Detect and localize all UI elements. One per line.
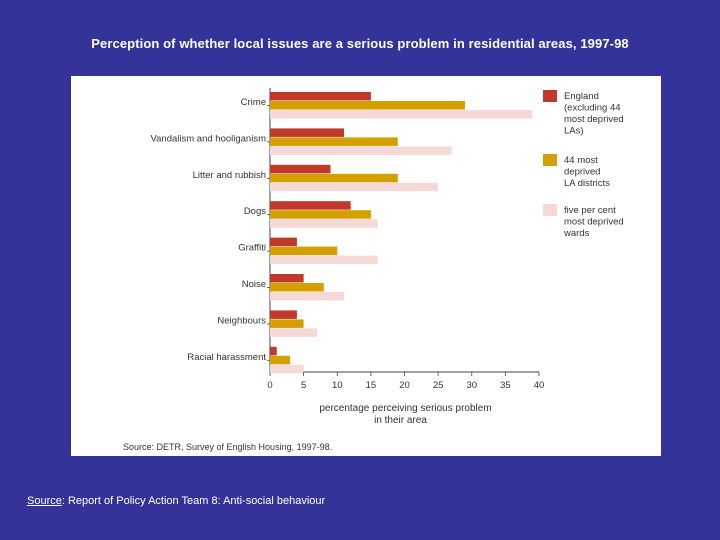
x-tick-label: 15 — [366, 380, 377, 391]
bar-litter-and-rubbish-series-2 — [270, 173, 398, 183]
category-label: Graffiti — [238, 243, 266, 254]
bar-dogs-series-2 — [270, 210, 371, 219]
category-label: Noise — [242, 279, 266, 290]
bar-graffiti-series-3 — [270, 255, 378, 265]
bar-racial-harassment-series-1 — [270, 346, 277, 356]
slide-title: Perception of whether local issues are a… — [91, 36, 629, 51]
category-label: Racial harassment — [187, 352, 266, 363]
legend-swatch-3 — [543, 204, 557, 216]
bar-vandalism-and-hooliganism-series-1 — [270, 128, 344, 137]
bar-dogs-series-1 — [270, 201, 351, 210]
category-label: Dogs — [244, 206, 266, 217]
chart-source-note: Source: DETR, Survey of English Housing,… — [123, 442, 332, 452]
bar-racial-harassment-series-2 — [270, 355, 291, 365]
x-tick-label: 30 — [466, 380, 477, 391]
x-tick-label: 20 — [399, 380, 410, 391]
footer-source-label[interactable]: Source — [27, 495, 62, 507]
bar-dogs-series-3 — [270, 219, 378, 228]
legend-swatch-2 — [543, 154, 557, 166]
x-tick-label: 10 — [332, 380, 343, 391]
footer-source-text: : Report of Policy Action Team 8: Anti-s… — [61, 495, 326, 507]
bar-litter-and-rubbish-series-3 — [270, 182, 439, 192]
bar-graffiti-series-1 — [270, 237, 297, 247]
bar-crime-series-3 — [270, 110, 533, 119]
category-label: Neighbours — [217, 315, 266, 326]
x-tick-label: 40 — [534, 380, 545, 391]
bar-crime-series-1 — [270, 92, 371, 101]
bar-racial-harassment-series-3 — [270, 364, 304, 374]
footer-source: Source: Report of Policy Action Team 8: … — [27, 495, 325, 507]
bar-neighbours-series-3 — [270, 328, 318, 337]
x-tick-label: 5 — [301, 380, 306, 391]
bar-vandalism-and-hooliganism-series-3 — [270, 146, 452, 155]
category-label: Crime — [241, 97, 266, 108]
x-tick-label: 35 — [500, 380, 511, 391]
legend-swatch-1 — [543, 90, 557, 102]
x-axis-label-line-2: in their area — [374, 415, 427, 426]
legend-entry-1: England (excluding 44 most deprived LAs) — [564, 91, 624, 137]
legend-entry-2: 44 most deprived LA districts — [564, 155, 610, 189]
chart-panel: Crime Vandalism and hooliganism Litter and… — [71, 76, 661, 456]
bar-neighbours-series-2 — [270, 319, 304, 328]
bar-chart: Crime Vandalism and hooliganism Litter and… — [123, 88, 624, 452]
x-tick-label: 25 — [433, 380, 444, 391]
legend-entry-3: five per cent most deprived wards — [563, 205, 624, 239]
bar-noise-series-1 — [270, 274, 304, 283]
x-tick-label: 0 — [267, 380, 272, 391]
bar-noise-series-2 — [270, 283, 324, 292]
category-label: Litter and rubbish — [193, 170, 266, 181]
category-label: Vandalism and hooliganism — [151, 133, 267, 144]
bar-litter-and-rubbish-series-1 — [270, 164, 331, 174]
bar-graffiti-series-2 — [270, 246, 338, 256]
bar-crime-series-2 — [270, 101, 466, 110]
bar-noise-series-3 — [270, 292, 344, 301]
bar-vandalism-and-hooliganism-series-2 — [270, 137, 398, 146]
x-axis-label: percentage perceiving serious problem — [319, 403, 491, 414]
bar-neighbours-series-1 — [270, 310, 297, 319]
